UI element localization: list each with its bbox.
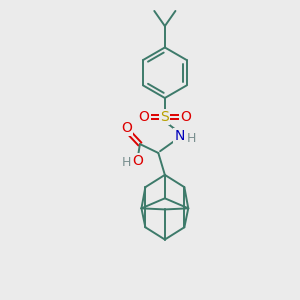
Text: O: O bbox=[132, 154, 143, 168]
Text: O: O bbox=[121, 121, 132, 135]
Text: H: H bbox=[122, 156, 131, 169]
Text: N: N bbox=[175, 129, 185, 143]
Text: O: O bbox=[180, 110, 191, 124]
Text: O: O bbox=[139, 110, 149, 124]
Text: S: S bbox=[160, 110, 169, 124]
Text: H: H bbox=[186, 132, 196, 145]
